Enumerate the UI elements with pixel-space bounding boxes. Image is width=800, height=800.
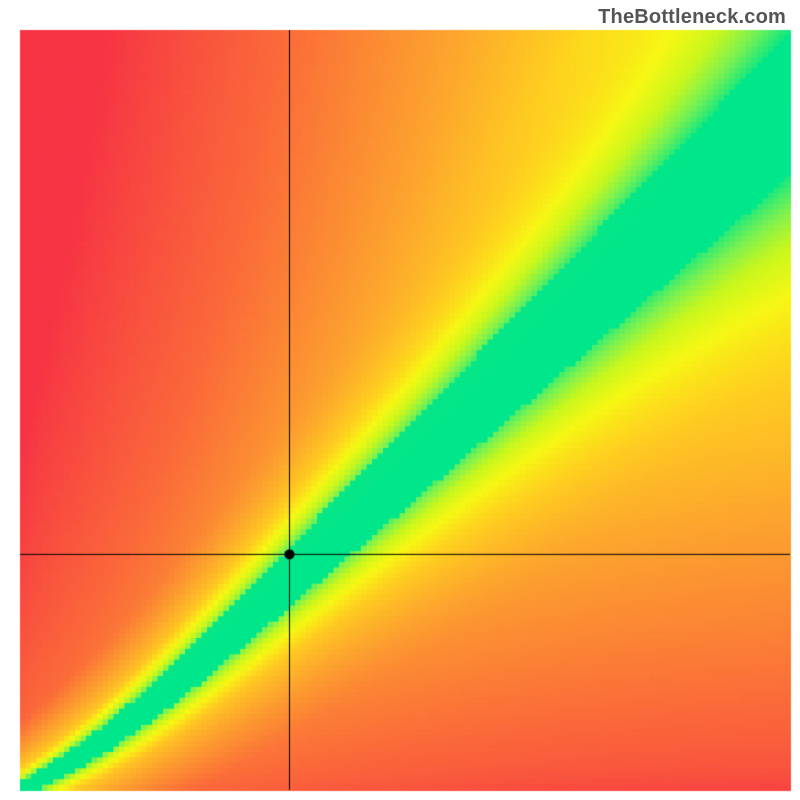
watermark-text: TheBottleneck.com xyxy=(598,6,786,29)
chart-container: TheBottleneck.com xyxy=(0,0,800,800)
heatmap-canvas xyxy=(0,0,800,800)
